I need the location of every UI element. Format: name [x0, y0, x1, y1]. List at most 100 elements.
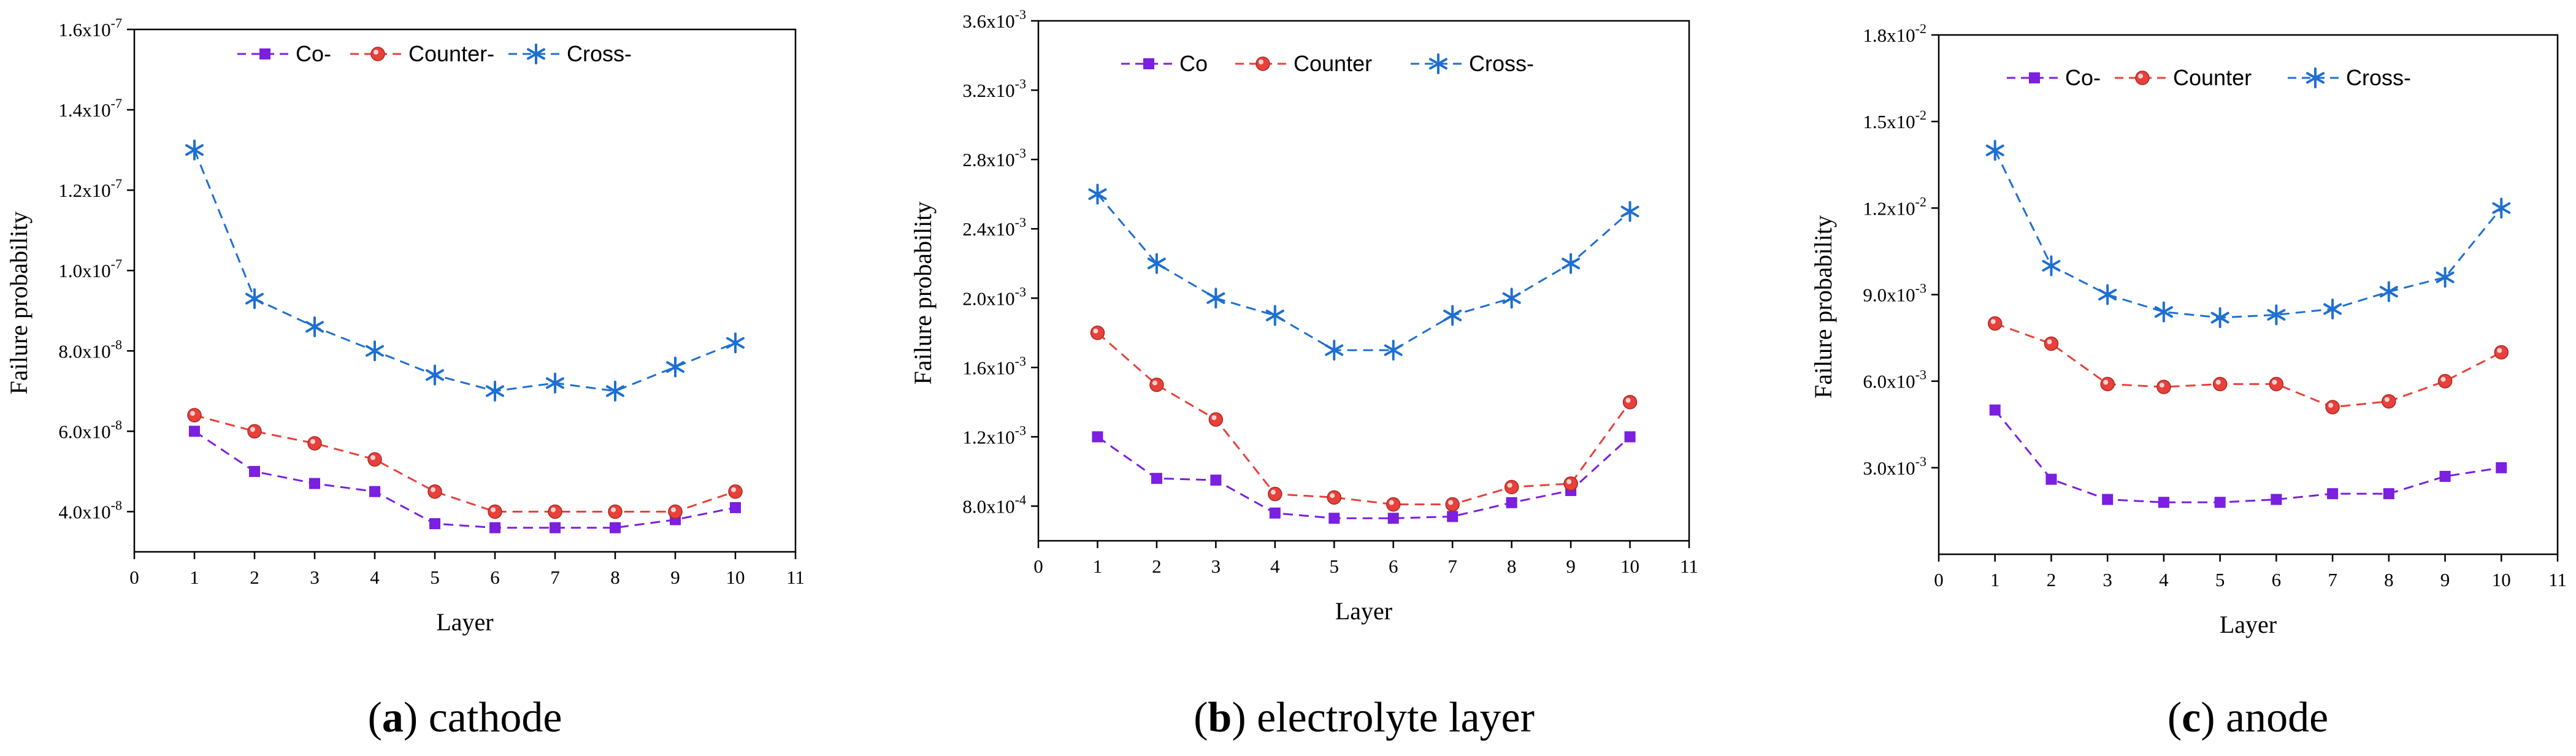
- legend-marker-point-2: [2306, 67, 2325, 88]
- y-tick-label: 1.2x10-3: [962, 422, 1026, 448]
- series-0-point-2: [1151, 473, 1162, 484]
- x-tick-label: 11: [1680, 556, 1698, 577]
- x-tick-label: 8: [610, 567, 620, 588]
- x-tick-label: 1: [190, 567, 199, 588]
- series-1-point-highlight: [1330, 493, 1335, 498]
- series-0-point-5: [2214, 497, 2226, 508]
- series-2-point-7: [546, 372, 564, 394]
- chart-panel-c: 0 1 2 3 4 5 6 7 8 9 10 11 3.0x10-3 6.0x10-3 9.0x10-3 1.…: [1809, 21, 2567, 741]
- x-tick-label: 2: [1152, 556, 1162, 577]
- y-tick-label: 2.8x10-3: [962, 145, 1026, 170]
- x-axis-title: Layer: [2220, 611, 2277, 638]
- x-tick-label: 11: [786, 567, 805, 588]
- series-1-point-5: [427, 484, 442, 499]
- series-cross: [185, 139, 745, 402]
- series-2-point-3: [2098, 284, 2117, 305]
- legend-item: Cross-: [1411, 51, 1534, 76]
- series-2-point-4: [366, 340, 384, 362]
- series-2-point-7: [2323, 299, 2342, 320]
- series-1-point-7: [2325, 400, 2340, 414]
- series-2-point-1: [1985, 140, 2004, 161]
- series-line: [1995, 323, 2502, 408]
- series-0-point-10: [1624, 431, 1636, 443]
- y-tick-label: 9.0x10-3: [1863, 281, 1926, 306]
- legend-item: Counter-: [350, 41, 494, 66]
- series-0-point-1: [1092, 431, 1103, 443]
- panel-caption: (c) anode: [2168, 694, 2328, 741]
- y-tick-label: 8.0x10-8: [58, 337, 122, 362]
- series-1-point-highlight: [2047, 339, 2052, 345]
- series-1-point-highlight: [370, 455, 375, 460]
- series-0-point-2: [2045, 473, 2057, 485]
- legend: Co- Counter- Cross-: [237, 41, 632, 66]
- series-2-point-9: [2436, 267, 2455, 288]
- y-axis-title: Failure probability: [909, 202, 937, 385]
- x-tick-label: 2: [2047, 569, 2057, 590]
- series-0-point-1: [1989, 404, 2001, 416]
- x-tick-label: 5: [430, 567, 440, 588]
- x-tick-label: 10: [2492, 569, 2511, 590]
- series-2-point-1: [1088, 183, 1107, 205]
- series-1-point-highlight: [1093, 328, 1098, 334]
- series-2-point-5: [1325, 340, 1344, 361]
- series-0-point-2: [249, 465, 260, 477]
- series-0-point-6: [2271, 494, 2282, 505]
- chart-panel-b: 0 1 2 3 4 5 6 7 8 9 10 11 8.0x10-4 1.2x10-3 1.6x10-3 2.…: [909, 7, 1698, 741]
- x-tick-label: 5: [1330, 556, 1340, 577]
- series-2-point-2: [1147, 253, 1166, 274]
- series-0-point-3: [2102, 494, 2114, 505]
- series-1-point-highlight: [1625, 397, 1631, 403]
- x-tick-label: 7: [2328, 569, 2337, 590]
- series-1-point-8: [2382, 394, 2396, 409]
- y-tick-label: 1.2x10-7: [58, 176, 122, 201]
- legend-label: Counter-: [408, 41, 494, 66]
- series-co: [1989, 404, 2507, 508]
- y-tick-label: 1.6x10-3: [962, 353, 1026, 378]
- series-2-point-10: [2492, 197, 2511, 219]
- y-tick-label: 3.6x10-3: [962, 7, 1026, 32]
- x-tick-label: 4: [370, 567, 380, 588]
- series-0-point-4: [1269, 507, 1281, 519]
- legend-label: Co: [1179, 51, 1208, 76]
- series-0-point-3: [1210, 475, 1222, 486]
- series-line: [1994, 150, 2502, 319]
- legend-item: Counter: [2115, 65, 2252, 90]
- series-2-point-1: [185, 139, 204, 161]
- series-0-point-6: [1387, 513, 1399, 524]
- legend-label: Co-: [296, 41, 331, 66]
- series-1-point-4: [1268, 486, 1282, 502]
- series-0-point-9: [2439, 470, 2451, 482]
- y-tick-label: 3.0x10-3: [1863, 454, 1926, 479]
- series-1-point-1: [1987, 316, 2003, 331]
- series-line: [1097, 332, 1631, 506]
- series-1-point-highlight: [1566, 479, 1572, 484]
- series-1-point-highlight: [671, 507, 676, 513]
- x-tick-label: 3: [1211, 556, 1221, 577]
- y-tick-label: 3.2x10-3: [962, 76, 1026, 101]
- series-2-point-8: [606, 380, 624, 402]
- series-1-point-9: [2437, 373, 2453, 389]
- series-1-point-highlight: [551, 507, 556, 513]
- x-tick-label: 8: [2384, 569, 2394, 590]
- legend-marker-point-1: [370, 47, 385, 61]
- series-1-point-2: [247, 424, 262, 439]
- y-tick-label: 6.0x10-3: [1863, 367, 1926, 392]
- series-0-point-7: [1447, 511, 1459, 522]
- series-2-point-3: [305, 316, 324, 337]
- series-1-point-highlight: [1507, 483, 1512, 488]
- series-1-point-highlight: [2384, 397, 2390, 402]
- x-axis-title: Layer: [1335, 597, 1392, 625]
- plot-frame: [133, 28, 797, 553]
- panel-caption: (b) electrolyte layer: [1194, 694, 1535, 741]
- legend-item: Cross-: [508, 41, 632, 66]
- legend-label: Co-: [2065, 65, 2101, 90]
- series-2-point-2: [2042, 255, 2061, 277]
- series-1-point-highlight: [2103, 380, 2109, 385]
- x-tick-label: 3: [310, 567, 320, 588]
- series-1-point-highlight: [2272, 380, 2277, 385]
- x-axis-title: Layer: [436, 608, 493, 636]
- legend-item: Co-: [2007, 65, 2101, 90]
- series-1-point-7: [1445, 497, 1460, 512]
- x-tick-label: 3: [2103, 569, 2112, 590]
- x-tick-label: 8: [1507, 556, 1517, 577]
